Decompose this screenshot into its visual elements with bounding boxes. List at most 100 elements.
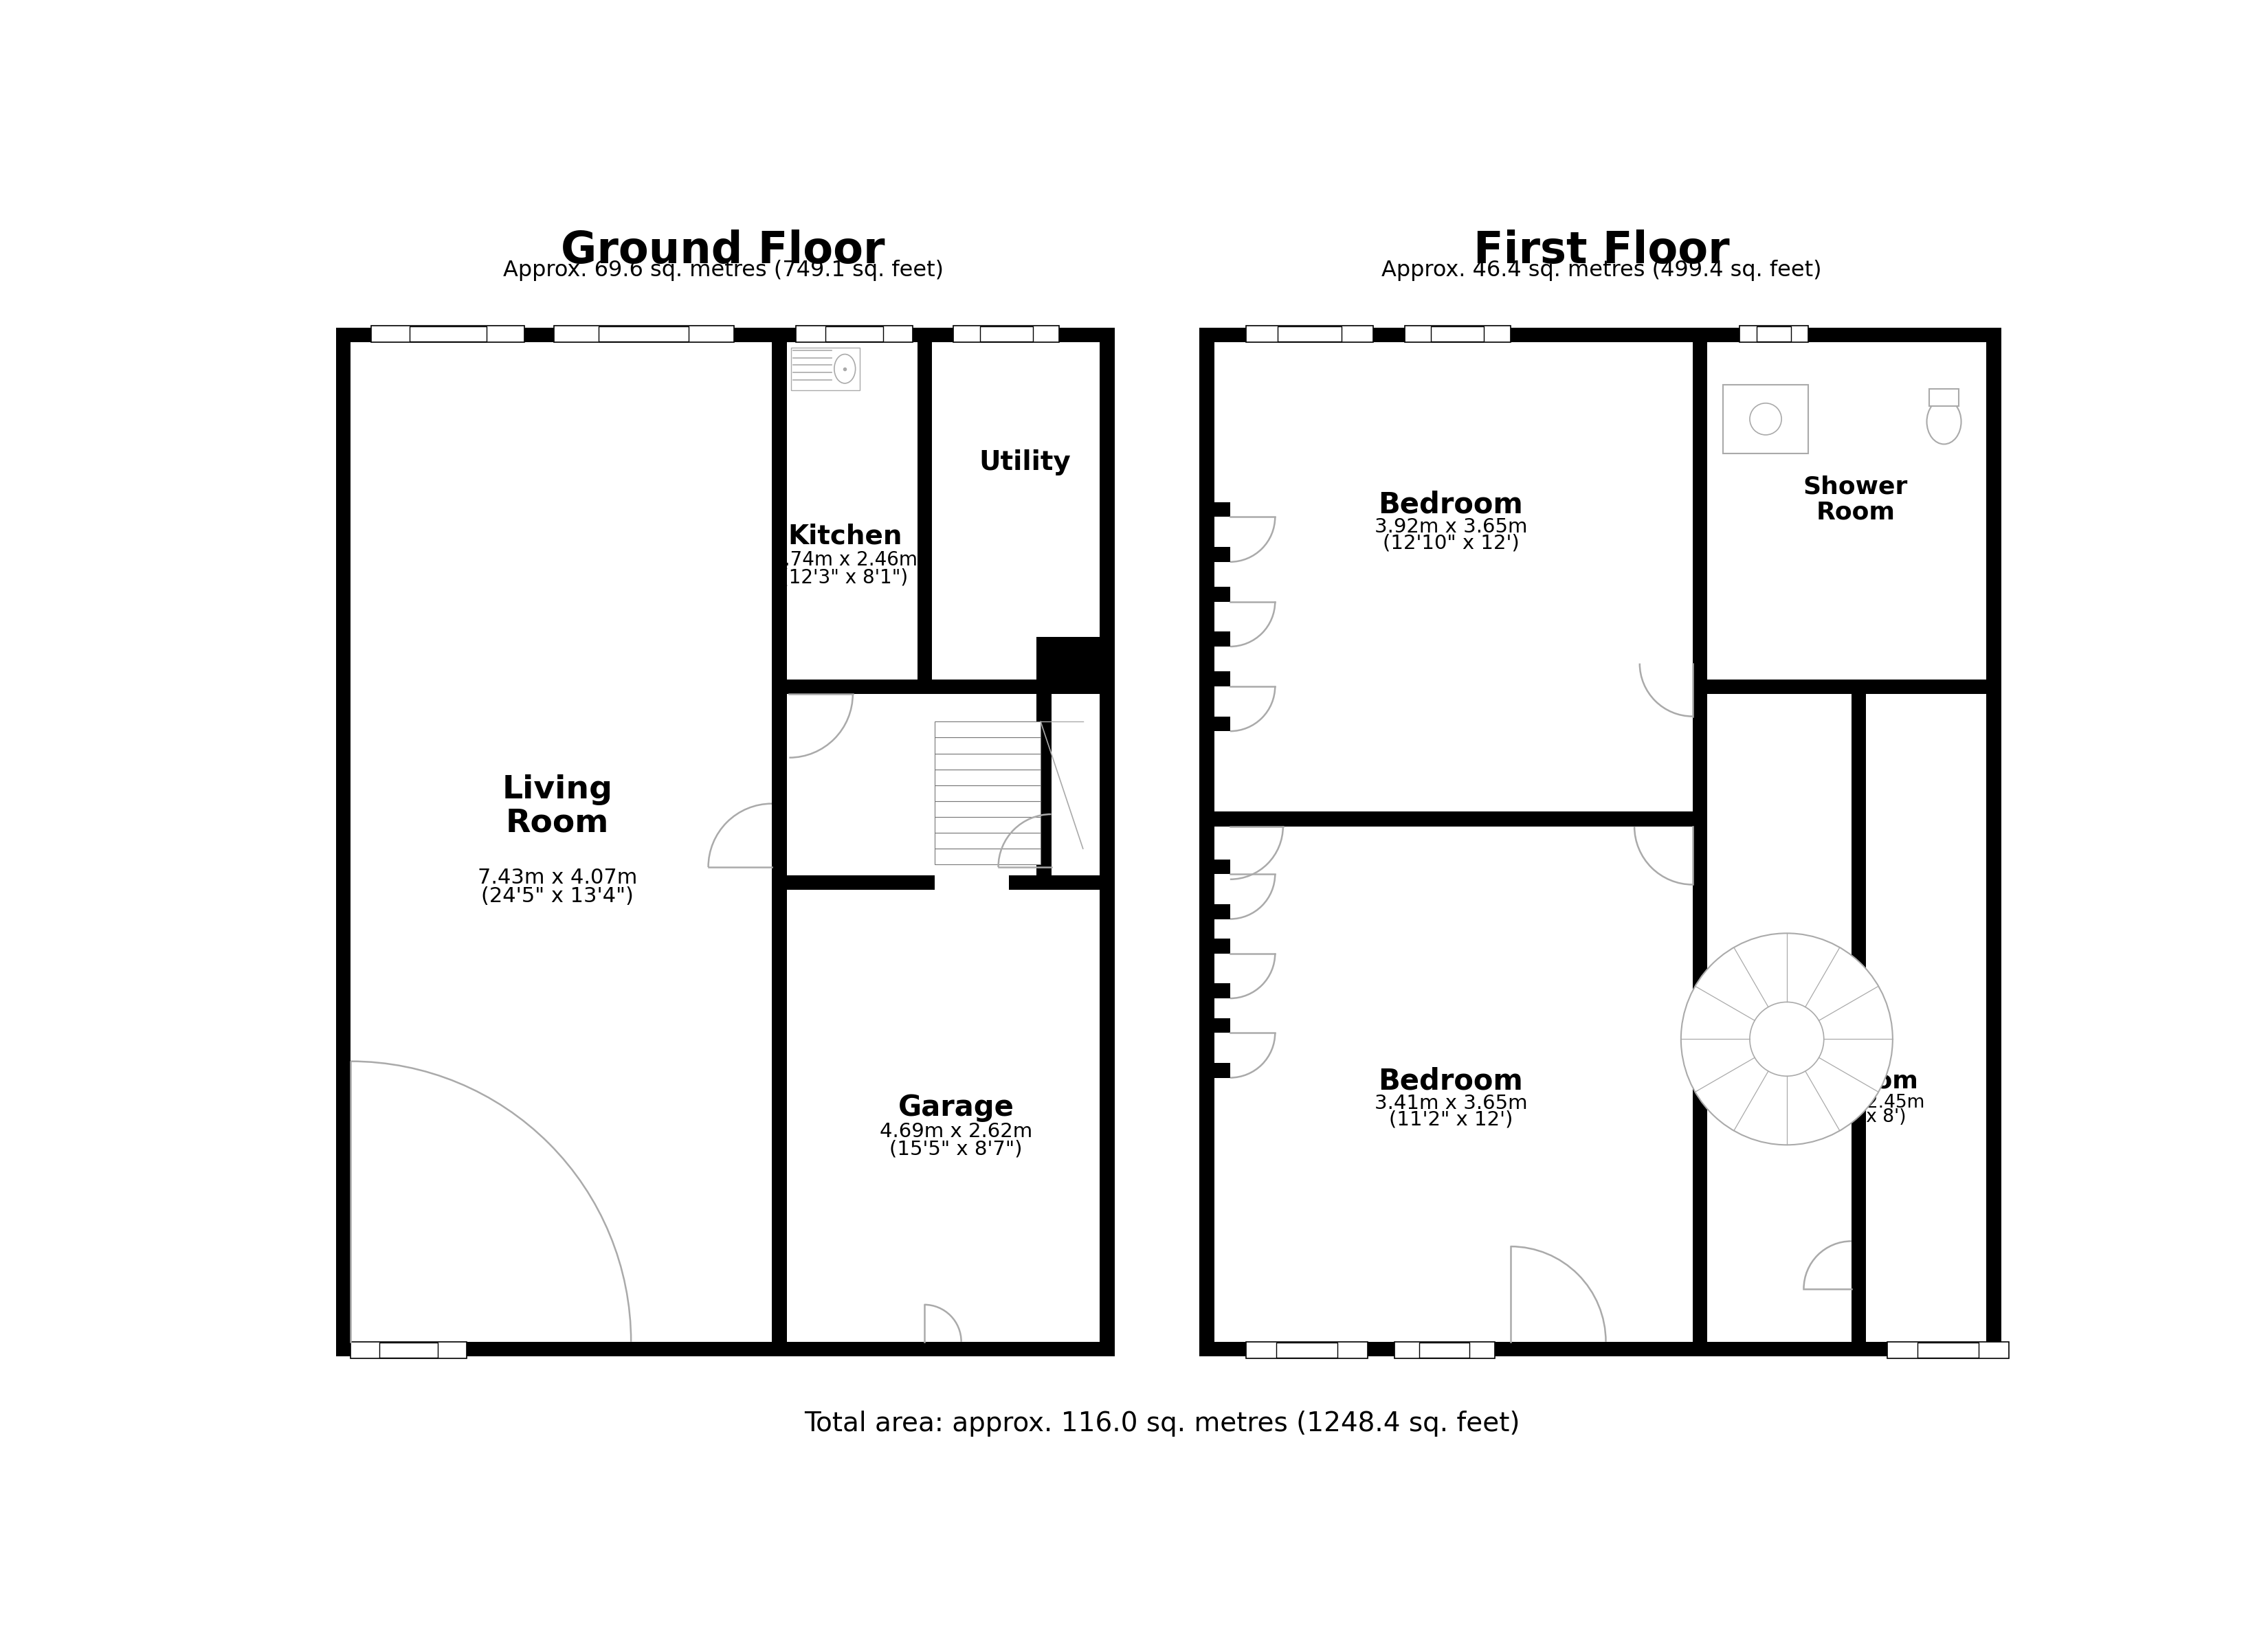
Bar — [980, 327, 1032, 341]
Bar — [934, 768, 1041, 785]
Bar — [792, 348, 860, 389]
Bar — [1692, 328, 1708, 1357]
Text: (24'5" x 13'4"): (24'5" x 13'4") — [481, 886, 633, 907]
Bar — [1851, 694, 1867, 1357]
Text: Approx. 69.6 sq. metres (749.1 sq. feet): Approx. 69.6 sq. metres (749.1 sq. feet) — [503, 261, 943, 280]
Bar — [1213, 938, 1229, 953]
Bar — [771, 328, 787, 1357]
Bar — [934, 722, 1041, 737]
Bar — [1213, 904, 1229, 918]
Bar — [1420, 1342, 1470, 1357]
Bar — [826, 327, 885, 341]
Bar — [1213, 983, 1229, 998]
Bar — [953, 325, 1059, 343]
Bar — [1431, 327, 1483, 341]
Bar — [1755, 327, 1792, 341]
Text: 3.74m x 2.46m: 3.74m x 2.46m — [771, 551, 919, 571]
Bar — [1213, 1064, 1229, 1078]
Bar — [352, 1342, 467, 1359]
Bar — [796, 325, 912, 343]
Bar — [934, 849, 1041, 864]
Bar — [1036, 637, 1100, 694]
Bar — [1213, 632, 1229, 646]
Text: Garage: Garage — [898, 1093, 1014, 1123]
Bar — [934, 801, 1041, 816]
Bar — [1277, 1342, 1338, 1357]
Bar — [1887, 1342, 2009, 1359]
Bar — [1213, 716, 1229, 731]
Bar — [336, 328, 352, 1357]
Text: (11'2" x 12'): (11'2" x 12') — [1388, 1110, 1513, 1130]
Bar — [934, 801, 1041, 816]
Ellipse shape — [1751, 1003, 1823, 1077]
Bar — [1919, 1342, 1978, 1357]
Ellipse shape — [835, 355, 855, 383]
Bar — [934, 785, 1041, 801]
Text: 2.42m x 2.45m: 2.42m x 2.45m — [1787, 1093, 1926, 1111]
Bar — [1420, 1342, 1470, 1357]
Bar — [1740, 325, 1808, 343]
Bar — [934, 737, 1041, 754]
Bar — [1036, 637, 1050, 890]
Text: Approx. 46.4 sq. metres (499.4 sq. feet): Approx. 46.4 sq. metres (499.4 sq. feet) — [1381, 261, 1821, 280]
Bar — [934, 833, 1041, 849]
Bar — [1930, 389, 1960, 406]
Bar — [771, 876, 934, 890]
Bar — [599, 327, 689, 341]
Text: 3.92m x 3.65m: 3.92m x 3.65m — [1374, 518, 1526, 536]
Bar — [411, 327, 485, 341]
Ellipse shape — [1928, 399, 1962, 444]
Bar — [599, 327, 689, 341]
Bar — [553, 325, 735, 343]
Bar — [934, 816, 1041, 833]
Text: Shower
Room: Shower Room — [1803, 475, 1907, 524]
Bar — [553, 325, 735, 343]
Bar — [934, 816, 1041, 833]
Text: Bedroom: Bedroom — [1379, 1067, 1524, 1097]
Bar — [1692, 679, 2000, 694]
Bar — [1213, 501, 1229, 516]
Bar — [1431, 327, 1483, 341]
Bar — [796, 325, 912, 343]
Bar — [1213, 671, 1229, 686]
Bar — [934, 754, 1041, 768]
Bar — [372, 325, 524, 343]
Bar — [1245, 1342, 1368, 1359]
Bar — [1213, 547, 1229, 562]
Bar — [1277, 327, 1340, 341]
Text: (15'5" x 8'7"): (15'5" x 8'7") — [889, 1139, 1023, 1159]
Bar — [336, 1342, 1116, 1357]
Bar — [1009, 876, 1116, 890]
Bar — [1395, 1342, 1495, 1359]
Bar — [1919, 1342, 1978, 1357]
Bar — [1245, 1342, 1368, 1359]
Text: Utility: Utility — [980, 449, 1070, 475]
Text: Kitchen: Kitchen — [787, 523, 903, 549]
Bar — [1740, 325, 1808, 343]
Bar — [1200, 811, 1708, 826]
Bar — [1755, 327, 1792, 341]
Bar — [379, 1342, 438, 1357]
Text: Bedroom: Bedroom — [1792, 1070, 1919, 1093]
Text: (12'10" x 12'): (12'10" x 12') — [1383, 533, 1520, 552]
Bar — [1724, 384, 1808, 453]
Bar — [934, 722, 1041, 737]
Bar — [934, 737, 1041, 754]
Text: 7.43m x 4.07m: 7.43m x 4.07m — [479, 867, 637, 887]
Bar — [826, 327, 885, 341]
Bar — [1200, 328, 1213, 1357]
Bar — [934, 849, 1041, 864]
Text: Ground Floor: Ground Floor — [560, 229, 885, 272]
Text: 3.41m x 3.65m: 3.41m x 3.65m — [1374, 1093, 1526, 1113]
Text: First Floor: First Floor — [1474, 229, 1730, 272]
Bar — [1404, 325, 1510, 343]
Bar — [411, 327, 485, 341]
Ellipse shape — [1751, 402, 1783, 435]
Bar — [1213, 859, 1229, 874]
Bar — [934, 768, 1041, 785]
Bar — [1245, 325, 1372, 343]
Bar — [372, 325, 524, 343]
Bar — [1987, 328, 2000, 1357]
Bar — [352, 1342, 467, 1359]
Bar — [916, 328, 932, 694]
